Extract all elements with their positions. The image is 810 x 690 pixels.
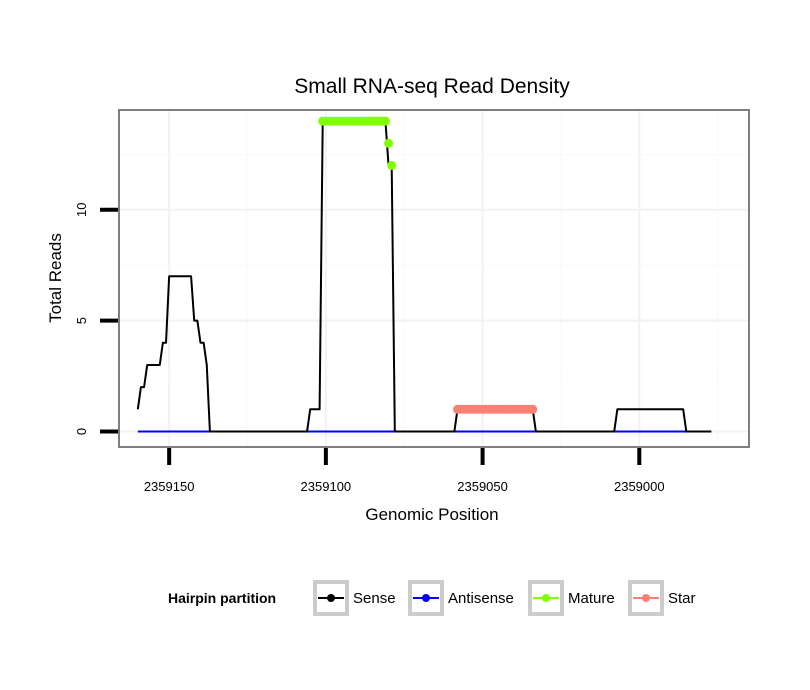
y-axis-title: Total Reads [46,233,65,323]
legend-key-point [327,594,335,602]
legend-key-point [422,594,430,602]
y-axis: 0 5 10 [74,203,118,435]
legend-key-point [642,594,650,602]
grid [119,110,749,447]
legend-title: Hairpin partition [168,590,276,606]
legend-label-mature: Mature [568,590,615,607]
series-point-mature [380,116,390,126]
legend-label-antisense: Antisense [448,590,514,607]
x-tick-label: 2359100 [301,479,352,494]
legend-label-sense: Sense [353,590,396,607]
series-point-mature [387,160,397,170]
legend: Hairpin partition Sense Antisense Mature St… [168,580,696,616]
x-tick-label: 2359000 [614,479,665,494]
x-tick-label: 2359150 [144,479,195,494]
series-point-star [528,404,538,414]
legend-label-star: Star [668,590,696,607]
plot-border [118,109,750,448]
x-tick-label: 2359050 [457,479,508,494]
legend-key-point [542,594,550,602]
series-point-mature [384,138,394,148]
x-axis: 2359150 2359100 2359050 2359000 [144,448,665,494]
y-tick-label: 10 [74,203,89,217]
series-layer [136,116,712,433]
x-axis-title: Genomic Position [365,505,498,524]
series-line-sense [136,120,712,433]
chart-title: Small RNA-seq Read Density [294,75,570,98]
y-tick-label: 5 [74,317,89,324]
y-tick-label: 0 [74,428,89,435]
